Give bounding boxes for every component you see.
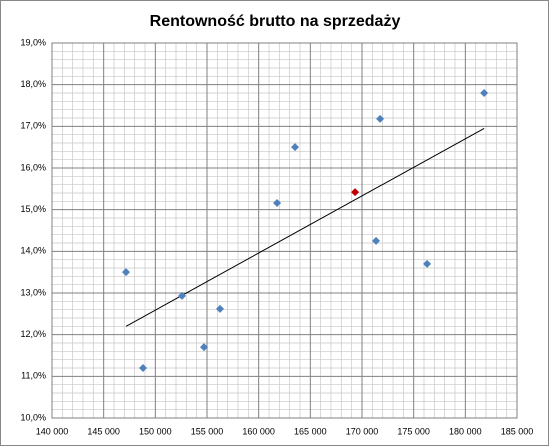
data-point <box>273 199 282 207</box>
data-point <box>216 304 225 313</box>
data-point <box>291 143 300 152</box>
data-point <box>376 114 385 123</box>
data-point <box>480 89 489 97</box>
data-point <box>200 343 209 352</box>
chart-title: Rentowność brutto na sprzedaży <box>150 13 401 30</box>
trendline <box>125 127 485 327</box>
x-tick-label: 150 000 <box>139 426 172 436</box>
x-tick-label: 145 000 <box>87 426 120 436</box>
y-tick-label: 17,0% <box>20 121 46 131</box>
y-tick-label: 13,0% <box>20 287 46 297</box>
x-tick-label: 170 000 <box>346 426 379 436</box>
data-point <box>177 291 186 300</box>
data-point <box>121 268 130 277</box>
x-tick-label: 180 000 <box>449 426 482 436</box>
y-tick-label: 14,0% <box>20 246 46 256</box>
y-tick-label: 11,0% <box>21 371 46 381</box>
x-tick-label: 175 000 <box>397 426 430 436</box>
x-tick-label: 160 000 <box>242 426 275 436</box>
data-point <box>139 364 148 372</box>
y-tick-label: 12,0% <box>20 329 46 339</box>
x-tick-label: 185 000 <box>501 426 534 436</box>
plot-frame <box>51 42 518 419</box>
y-tick-label: 15,0% <box>20 204 46 214</box>
y-tick-label: 19,0% <box>20 37 46 47</box>
x-tick-label: 165 000 <box>294 426 327 436</box>
x-tick-label: 155 000 <box>191 426 224 436</box>
y-tick-label: 10,0% <box>20 412 46 422</box>
y-tick-label: 16,0% <box>20 162 46 172</box>
data-point <box>423 259 432 268</box>
x-tick-label: 140 000 <box>36 426 69 436</box>
y-tick-label: 18,0% <box>20 79 46 89</box>
data-point <box>351 188 360 197</box>
data-point <box>372 236 381 245</box>
